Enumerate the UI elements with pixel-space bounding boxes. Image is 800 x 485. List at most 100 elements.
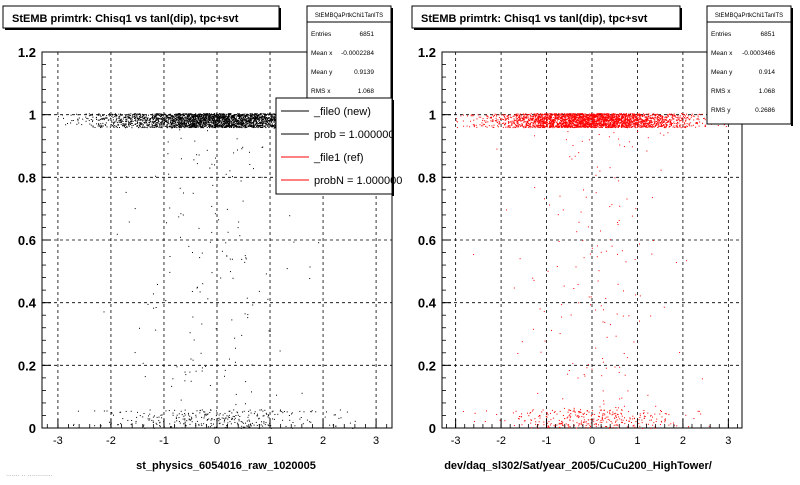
- data-point: [121, 119, 122, 120]
- x-tick-label: -2: [106, 435, 116, 447]
- data-point: [236, 121, 237, 122]
- data-point: [242, 412, 243, 413]
- data-point: [86, 114, 87, 115]
- data-point: [154, 415, 155, 416]
- data-point: [248, 411, 249, 412]
- data-point: [173, 117, 174, 118]
- data-point: [96, 119, 97, 120]
- data-point: [229, 411, 230, 412]
- data-point: [160, 114, 161, 115]
- data-point: [670, 114, 671, 115]
- data-point: [207, 127, 208, 128]
- data-point: [228, 232, 229, 233]
- left-stats-value-entries: 6851: [360, 31, 375, 38]
- data-point: [222, 251, 223, 252]
- x-tick-label: 3: [373, 435, 379, 447]
- data-point: [226, 114, 227, 115]
- data-point: [116, 118, 117, 119]
- data-point: [113, 126, 114, 127]
- y-tick-label: 0.4: [18, 296, 37, 311]
- data-point: [480, 124, 481, 125]
- data-point: [236, 123, 237, 124]
- data-point: [470, 121, 471, 122]
- data-point: [189, 127, 190, 128]
- data-point: [104, 118, 105, 119]
- data-point: [162, 125, 163, 126]
- data-point: [260, 119, 261, 120]
- data-point: [249, 427, 250, 428]
- data-point: [100, 123, 101, 124]
- data-point: [179, 421, 180, 422]
- data-point: [196, 154, 197, 155]
- data-point: [224, 115, 225, 116]
- data-point: [214, 117, 215, 118]
- data-point: [159, 425, 160, 426]
- data-point: [164, 118, 165, 119]
- data-point: [148, 304, 149, 305]
- data-point: [209, 168, 210, 169]
- data-point: [216, 410, 217, 411]
- data-point: [194, 340, 195, 341]
- left-stats-value-mean-x: -0.0002284: [341, 50, 374, 57]
- left-stats-label-rms-x: RMS x: [311, 88, 331, 95]
- data-point: [232, 117, 233, 118]
- data-point: [239, 427, 240, 428]
- data-point: [173, 119, 174, 120]
- data-point: [165, 300, 166, 301]
- data-point: [198, 127, 199, 128]
- data-point: [222, 127, 223, 128]
- data-point: [98, 126, 99, 127]
- data-point: [120, 120, 121, 121]
- data-point: [183, 193, 184, 194]
- data-point: [176, 119, 177, 120]
- data-point: [76, 114, 77, 115]
- data-point: [246, 125, 247, 126]
- data-point: [204, 119, 205, 120]
- data-point: [691, 117, 692, 118]
- data-point: [237, 138, 238, 139]
- data-point: [276, 395, 277, 396]
- data-point: [131, 120, 132, 121]
- data-point: [629, 117, 630, 118]
- data-point: [180, 125, 181, 126]
- data-point: [194, 123, 195, 124]
- data-point: [191, 419, 192, 420]
- data-point: [133, 125, 134, 126]
- data-point: [107, 126, 108, 127]
- data-point: [243, 117, 244, 118]
- data-point: [169, 410, 170, 411]
- data-point: [109, 115, 110, 116]
- data-point: [216, 122, 217, 123]
- data-point: [244, 115, 245, 116]
- data-point: [183, 115, 184, 116]
- data-point: [111, 121, 112, 122]
- data-point: [146, 115, 147, 116]
- data-point: [248, 125, 249, 126]
- data-point: [572, 116, 573, 117]
- data-point: [280, 351, 281, 352]
- data-point: [640, 121, 641, 122]
- data-point: [191, 115, 192, 116]
- data-point: [211, 124, 212, 125]
- data-point: [174, 127, 175, 128]
- data-point: [270, 119, 271, 120]
- data-point: [232, 116, 233, 117]
- data-point: [224, 124, 225, 125]
- data-point: [201, 353, 202, 354]
- data-point: [154, 117, 155, 118]
- data-point: [101, 125, 102, 126]
- data-point: [242, 118, 243, 119]
- data-point: [119, 118, 120, 119]
- data-point: [257, 115, 258, 116]
- data-point: [213, 114, 214, 115]
- data-point: [193, 413, 194, 414]
- data-point: [160, 422, 161, 423]
- data-point: [199, 155, 200, 156]
- data-point: [116, 126, 117, 127]
- data-point: [153, 118, 154, 119]
- data-point: [150, 121, 151, 122]
- data-point: [282, 412, 283, 413]
- data-point: [227, 120, 228, 121]
- data-point: [678, 123, 679, 124]
